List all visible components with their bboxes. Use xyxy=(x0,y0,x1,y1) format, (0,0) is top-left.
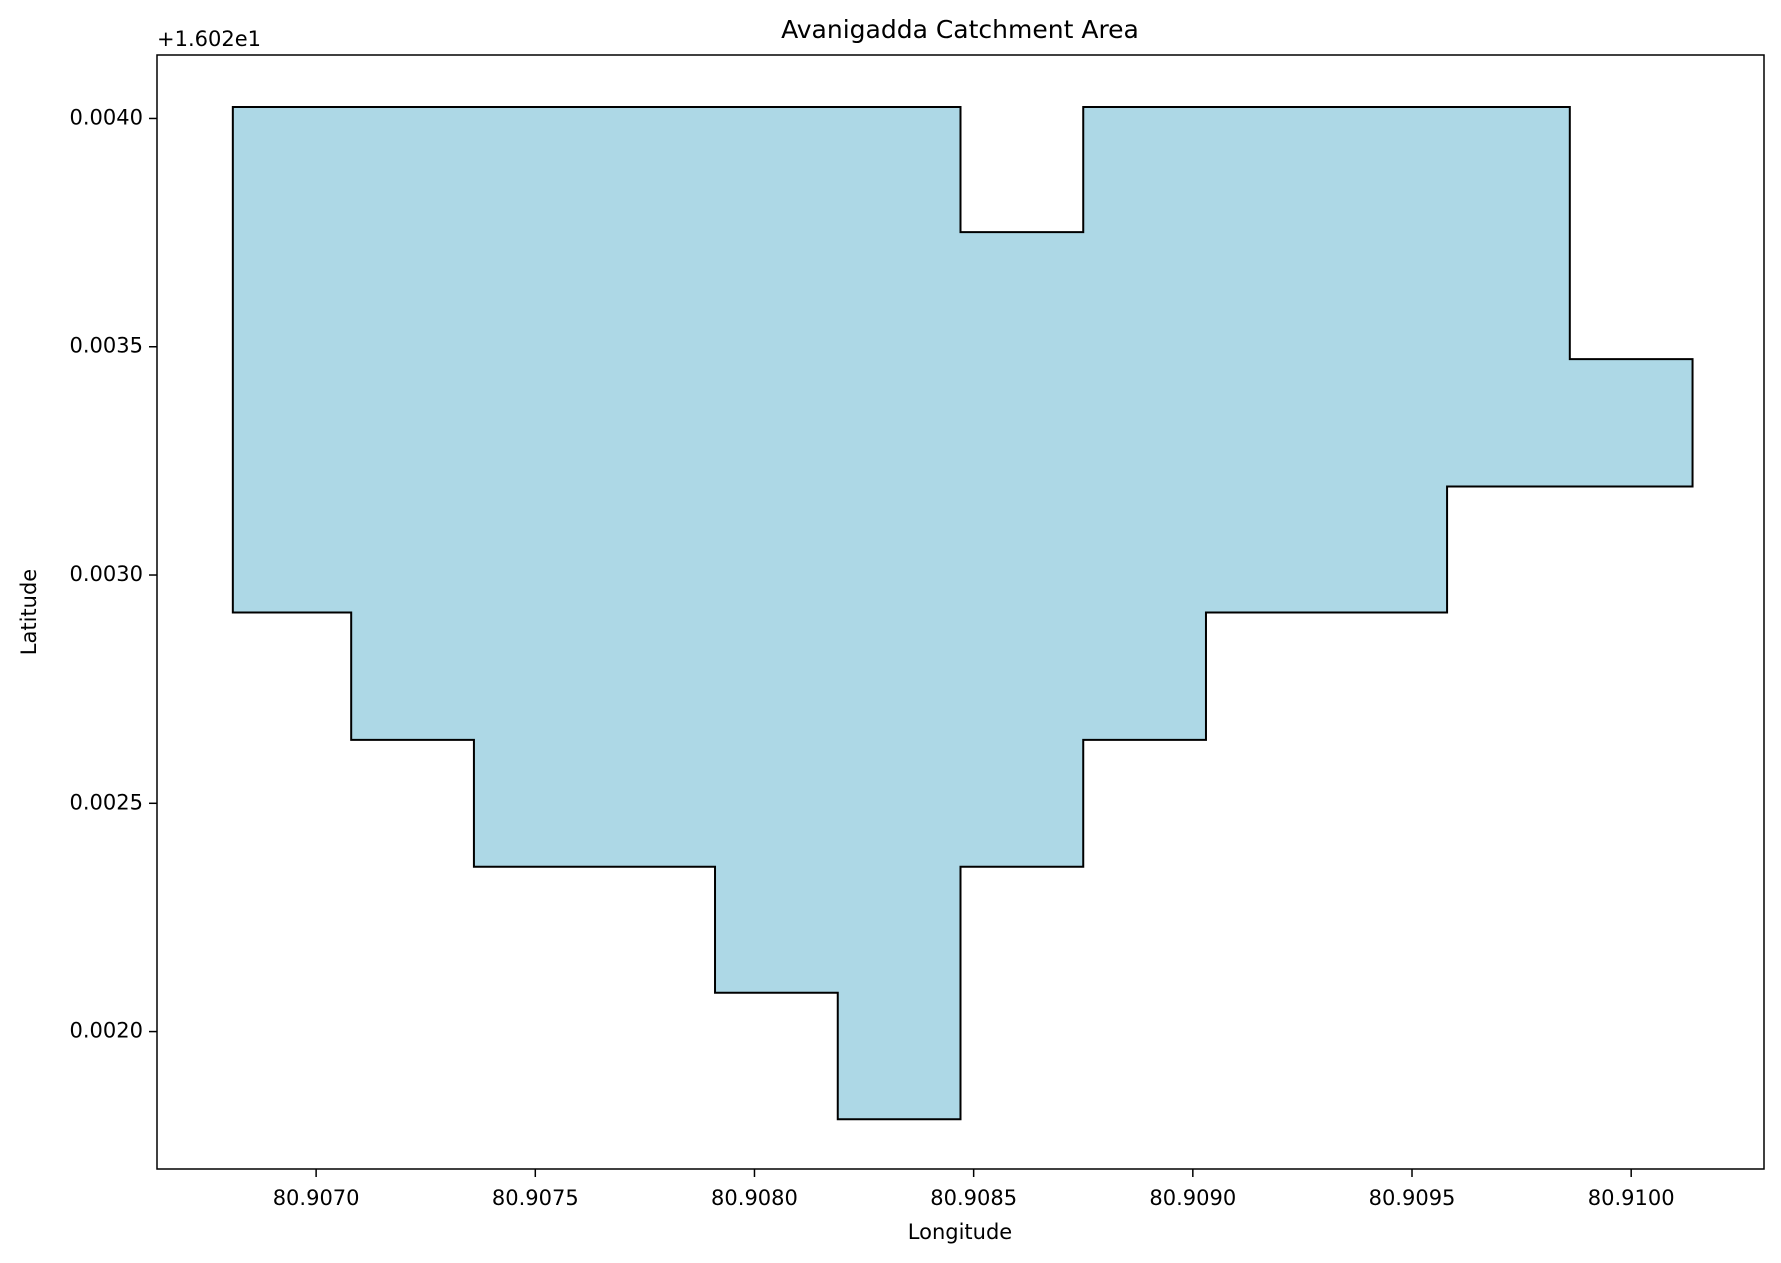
chart-title: Avanigadda Catchment Area xyxy=(781,15,1139,44)
x-tick-label: 80.9090 xyxy=(1149,1186,1236,1210)
y-axis-label: Latitude xyxy=(17,569,41,655)
y-tick-label: 0.0030 xyxy=(70,562,143,586)
y-tick-label: 0.0025 xyxy=(70,790,143,814)
x-tick-label: 80.9080 xyxy=(711,1186,798,1210)
plot-frame xyxy=(156,54,1765,1170)
x-tick-label: 80.9070 xyxy=(273,1186,360,1210)
x-tick-label: 80.9100 xyxy=(1588,1186,1675,1210)
y-tick-label: 0.0035 xyxy=(70,334,143,358)
x-tick-label: 80.9085 xyxy=(930,1186,1017,1210)
y-tick-label: 0.0020 xyxy=(70,1019,143,1043)
x-axis-label: Longitude xyxy=(908,1220,1012,1244)
y-tick-label: 0.0040 xyxy=(70,105,143,129)
y-offset-text: +1.602e1 xyxy=(157,27,261,51)
catchment-area xyxy=(231,106,1694,1121)
x-tick-label: 80.9075 xyxy=(492,1186,579,1210)
x-tick-label: 80.9095 xyxy=(1369,1186,1456,1210)
